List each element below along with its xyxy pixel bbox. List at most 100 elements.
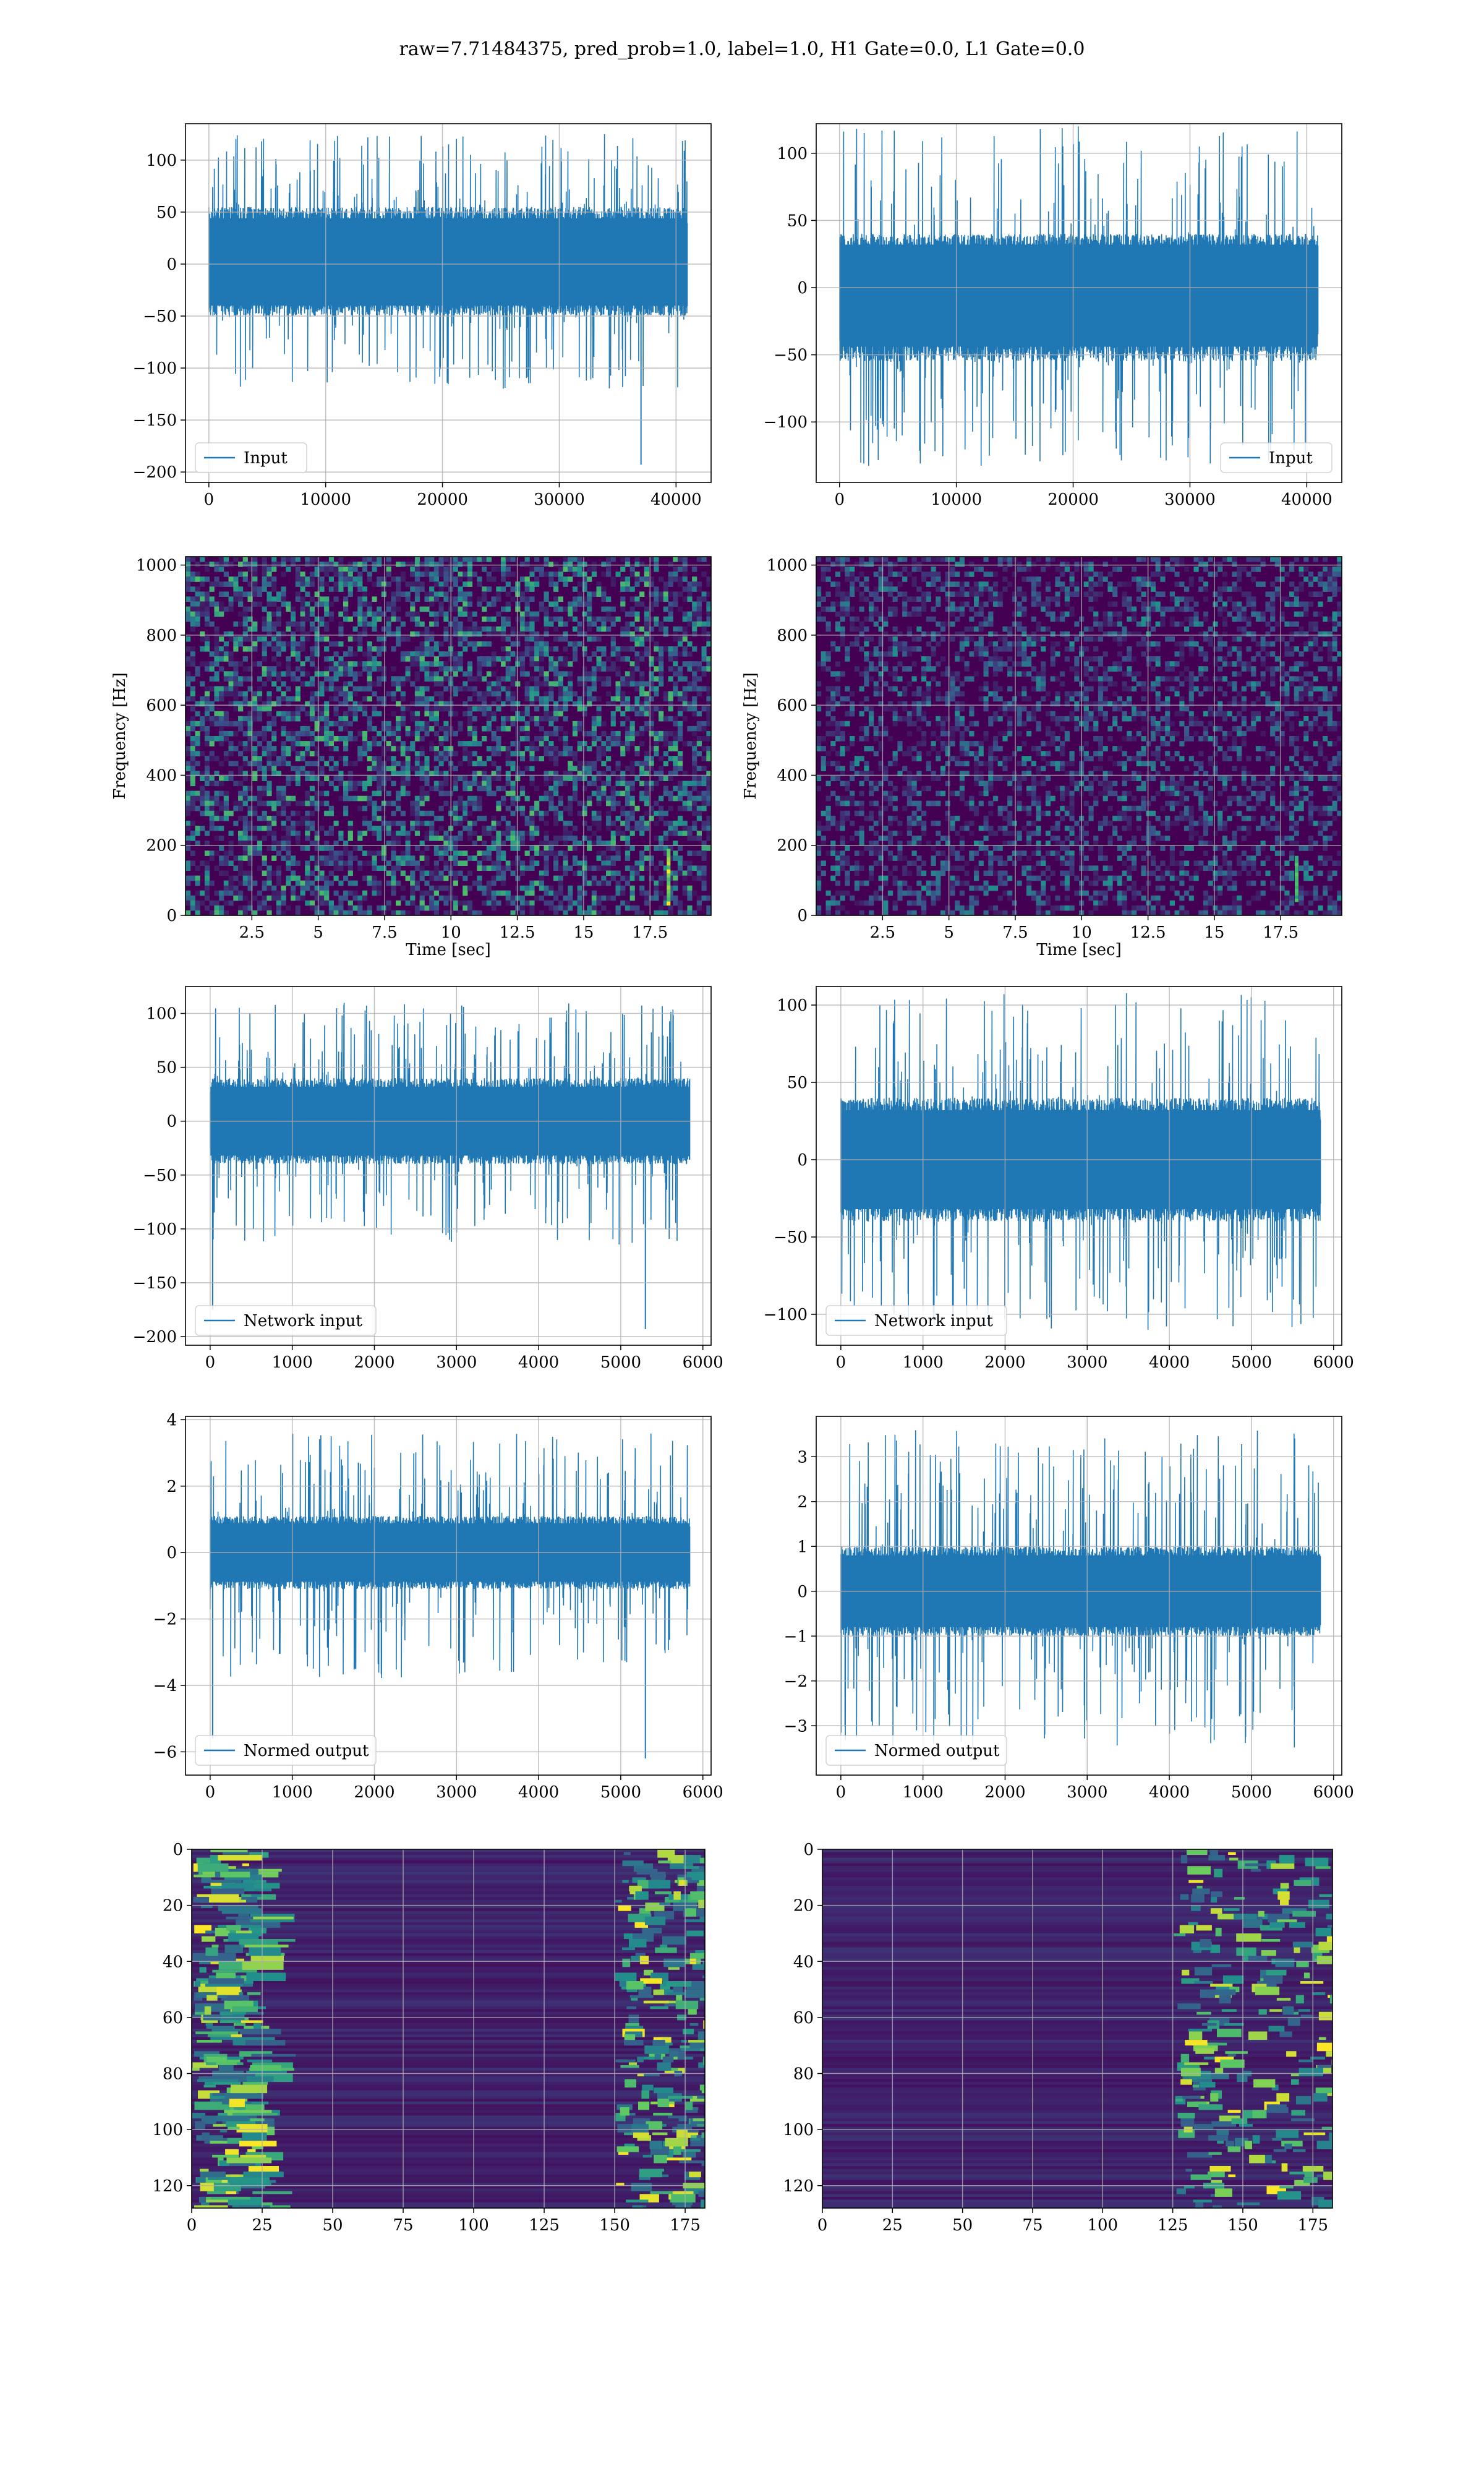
spectrogram-cell [419, 890, 425, 896]
spectrogram-cell [372, 790, 377, 797]
spectrogram-cell [1217, 606, 1223, 612]
spectrogram-cell [309, 557, 315, 562]
spectrogram-cell [945, 557, 950, 562]
spectrogram-cell [343, 651, 349, 657]
spectrogram-cell [878, 567, 884, 572]
spectrogram-cell [252, 756, 258, 761]
spectrogram-cell [463, 850, 468, 856]
spectrogram-cell [496, 831, 501, 836]
spectrogram-cell [486, 826, 492, 831]
spectrogram-cell [419, 800, 425, 807]
spectrogram-cell [1255, 581, 1261, 587]
spectrogram-cell [400, 562, 406, 567]
spectrogram-cell [286, 716, 291, 722]
spectrogram-cell [486, 865, 492, 871]
spectrogram-cell [677, 606, 683, 612]
spectrogram-cell [443, 746, 449, 751]
spectrogram-cell [568, 686, 573, 691]
spectrogram-cell [696, 676, 702, 682]
spectrogram-cell [314, 691, 320, 697]
spectrogram-cell [186, 646, 191, 652]
spectrogram-cell [204, 771, 210, 776]
spectrogram-cell [214, 815, 220, 821]
x-tick-label: 0 [204, 490, 215, 509]
spectrogram-cell [424, 567, 430, 572]
spectrogram-cell [410, 805, 416, 811]
spectrogram-cell [558, 656, 563, 662]
spectrogram-cell [692, 661, 697, 667]
spectrogram-cell [319, 870, 325, 876]
spectrogram-cell [568, 681, 573, 687]
spectrogram-cell [204, 661, 210, 667]
spectrogram-cell [357, 611, 363, 617]
spectrogram-cell [200, 810, 205, 816]
spectrogram-cell [620, 836, 626, 841]
spectrogram-cell [974, 567, 979, 572]
spectrogram-cell [314, 841, 320, 846]
spectrogram-cell [591, 761, 597, 766]
spectrogram-cell [974, 611, 979, 617]
spectrogram-cell [677, 557, 683, 562]
spectrogram-cell [233, 681, 239, 687]
spectrogram-cell [262, 706, 267, 712]
spectrogram-cell [276, 661, 281, 667]
spectrogram-cell [830, 606, 836, 612]
spectrogram-cell [629, 826, 635, 831]
spectrogram-cell [204, 756, 210, 761]
spectrogram-cell [276, 636, 281, 642]
spectrogram-cell [295, 641, 301, 647]
spectrogram-cell [706, 751, 711, 756]
spectrogram-cell [1136, 557, 1141, 562]
spectrogram-cell [486, 831, 492, 836]
spectrogram-cell [663, 895, 668, 901]
spectrogram-cell [835, 586, 841, 592]
spectrogram-cell [496, 841, 501, 846]
spectrogram-cell [223, 641, 229, 647]
spectrogram-cell [223, 656, 229, 662]
spectrogram-cell [1083, 562, 1089, 567]
spectrogram-cell [328, 576, 334, 582]
spectrogram-cell [242, 910, 248, 915]
spectrogram-cell [367, 756, 372, 761]
spectrogram-cell [649, 785, 654, 792]
spectrogram-cell [262, 636, 267, 642]
spectrogram-cell [319, 730, 325, 737]
spectrogram-cell [663, 865, 668, 871]
spectrogram-cell [634, 706, 640, 712]
spectrogram-cell [305, 865, 310, 871]
spectrogram-cell [463, 686, 468, 691]
spectrogram-cell [577, 800, 582, 807]
spectrogram-cell [214, 711, 220, 717]
spectrogram-cell [362, 706, 368, 712]
x-tick-label: 30000 [534, 490, 585, 509]
spectrogram-cell [223, 900, 229, 906]
x-tick-label: 2.5 [239, 923, 265, 942]
spectrogram-cell [276, 845, 281, 851]
spectrogram-cell [625, 676, 631, 682]
spectrogram-cell [314, 800, 320, 807]
spectrogram-cell [314, 746, 320, 751]
spectrogram-cell [338, 880, 344, 886]
spectrogram-cell [386, 581, 391, 587]
spectrogram-cell [410, 631, 416, 637]
spectrogram-cell [271, 721, 277, 727]
spectrogram-cell [529, 815, 535, 821]
spectrogram-cell [1098, 591, 1104, 597]
spectrogram-cell [458, 656, 463, 662]
spectrogram-cell [429, 571, 435, 577]
spectrogram-cell [477, 785, 482, 792]
spectrogram-cell [223, 855, 229, 861]
spectrogram-cell [286, 686, 291, 691]
spectrogram-cell [1298, 567, 1304, 572]
spectrogram-cell [463, 785, 468, 792]
spectrogram-cell [644, 606, 649, 612]
spectrogram-cell [348, 910, 353, 915]
spectrogram-cell [328, 557, 334, 562]
spectrogram-cell [563, 865, 568, 871]
spectrogram-cell [701, 895, 707, 901]
spectrogram-cell [692, 581, 697, 587]
spectrogram-cell [357, 836, 363, 841]
spectrogram-cell [558, 815, 563, 821]
spectrogram-cell [587, 676, 592, 682]
spectrogram-cell [295, 800, 301, 807]
